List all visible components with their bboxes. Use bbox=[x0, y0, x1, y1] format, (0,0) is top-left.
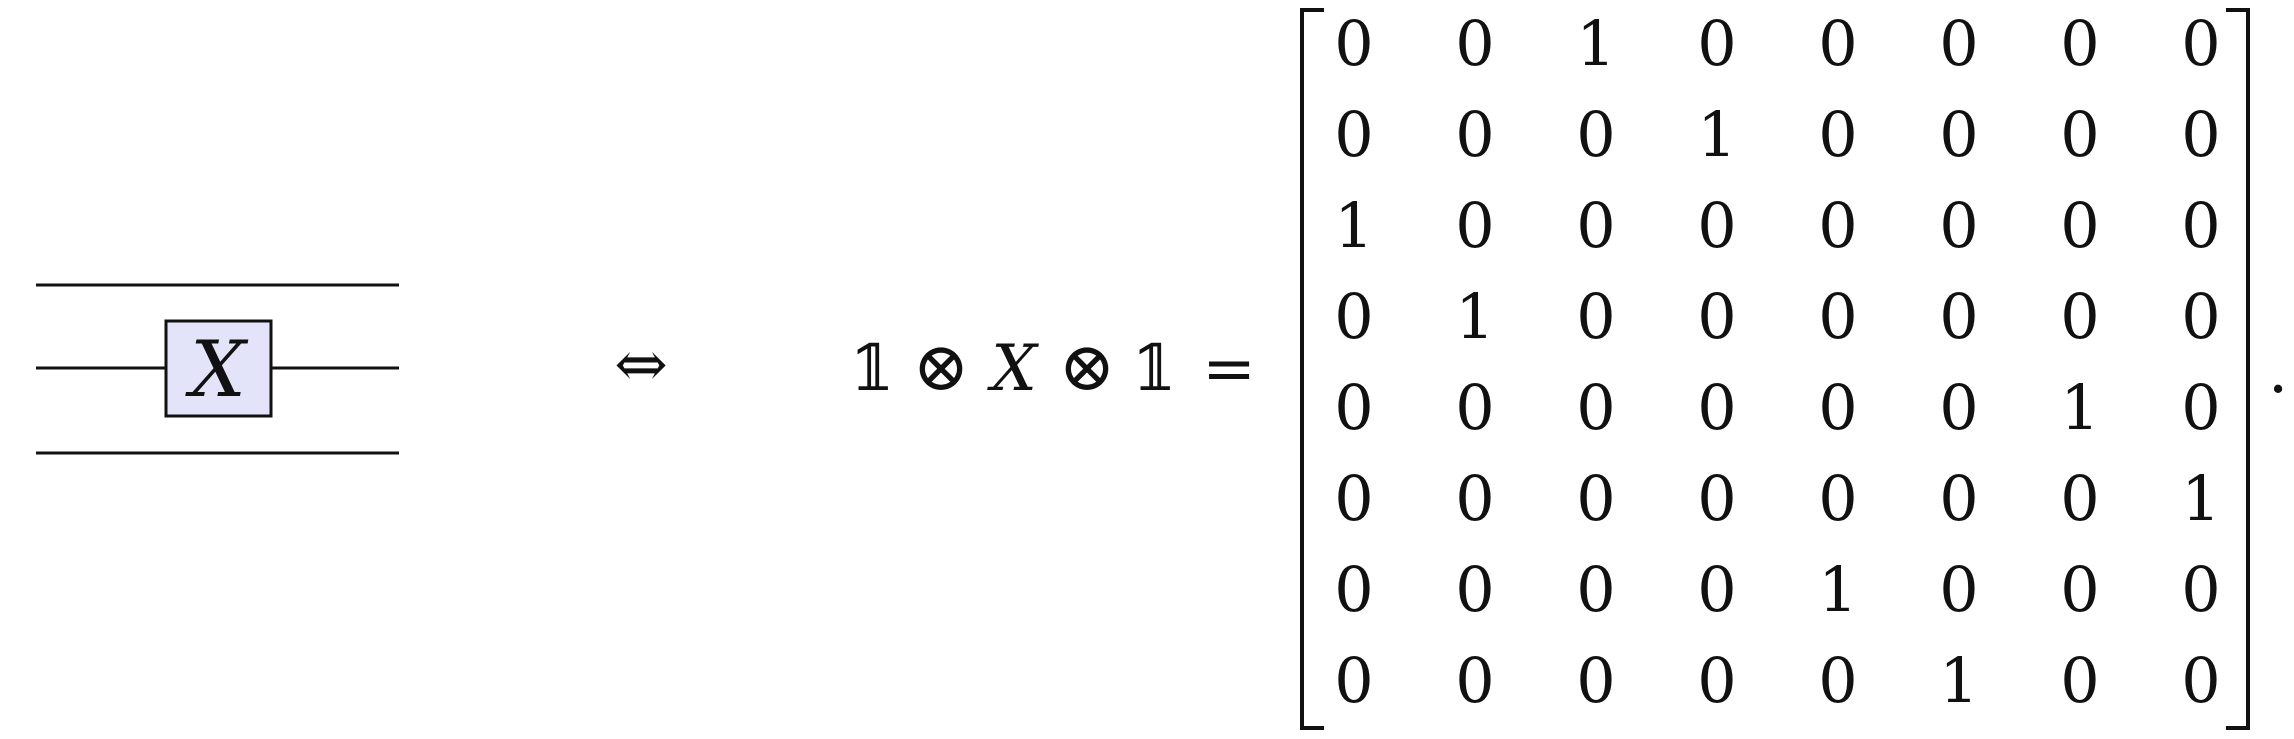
matrix-cell: 0 bbox=[2060, 98, 2099, 171]
matrix-cell: 0 bbox=[2181, 189, 2220, 262]
matrix-cell: 0 bbox=[1939, 462, 1978, 535]
matrix-cell: 0 bbox=[1939, 189, 1978, 262]
matrix-cell: 1 bbox=[2181, 462, 2220, 535]
matrix-left-bracket bbox=[1300, 8, 1324, 730]
matrix-cell: 0 bbox=[1334, 7, 1373, 80]
tensor-expression: 𝟙 ⊗ X ⊗ 𝟙 = bbox=[850, 328, 1256, 407]
matrix-cell: 0 bbox=[1697, 7, 1736, 80]
matrix-cell: 0 bbox=[1455, 553, 1494, 626]
matrix-cell: 0 bbox=[1818, 280, 1857, 353]
permutation-matrix: 0 0 1 0 0 0 0 0 0 0 0 1 0 0 0 0 1 0 0 0 0 0 0 0 0 1 0 0 0 0 0 0 0 0 0 0 0 0 1 0… bbox=[1300, 7, 2250, 730]
matrix-cell: 0 bbox=[2181, 98, 2220, 171]
middle-operator-x: X bbox=[986, 332, 1039, 406]
matrix-cell: 0 bbox=[2181, 371, 2220, 444]
matrix-cell: 0 bbox=[2181, 7, 2220, 80]
matrix-cell: 0 bbox=[1334, 462, 1373, 535]
matrix-cell: 0 bbox=[2181, 644, 2220, 717]
matrix-cell: 0 bbox=[1818, 7, 1857, 80]
matrix-cell: 0 bbox=[1939, 7, 1978, 80]
matrix-cell: 0 bbox=[2060, 644, 2099, 717]
matrix-right-bracket bbox=[2226, 8, 2250, 730]
matrix-cell: 0 bbox=[1697, 371, 1736, 444]
matrix-cell: 0 bbox=[2181, 553, 2220, 626]
matrix-cell: 0 bbox=[1697, 280, 1736, 353]
matrix-cell: 0 bbox=[1818, 644, 1857, 717]
matrix-cell: 0 bbox=[1939, 280, 1978, 353]
matrix-cell: 0 bbox=[1939, 371, 1978, 444]
matrix-cell: 1 bbox=[1697, 98, 1736, 171]
matrix-cell: 0 bbox=[1818, 98, 1857, 171]
matrix-cell: 1 bbox=[1576, 7, 1615, 80]
matrix-cells: 0 0 1 0 0 0 0 0 0 0 0 1 0 0 0 0 1 0 0 0 0 0 0 0 0 1 0 0 0 0 0 0 0 0 0 0 0 0 1 0… bbox=[1334, 7, 2220, 717]
identity-symbol-right: 𝟙 bbox=[1132, 332, 1177, 406]
matrix-cell: 0 bbox=[2060, 280, 2099, 353]
matrix-cell: 0 bbox=[1455, 462, 1494, 535]
matrix-cell: 0 bbox=[1576, 98, 1615, 171]
matrix-cell: 0 bbox=[1334, 98, 1373, 171]
matrix-cell: 0 bbox=[1576, 462, 1615, 535]
matrix-cell: 0 bbox=[2060, 7, 2099, 80]
matrix-cell: 1 bbox=[1939, 644, 1978, 717]
matrix-cell: 0 bbox=[1576, 189, 1615, 262]
matrix-cell: 0 bbox=[1697, 644, 1736, 717]
matrix-cell: 0 bbox=[1455, 7, 1494, 80]
matrix-cell: 0 bbox=[1334, 371, 1373, 444]
matrix-cell: 0 bbox=[1697, 462, 1736, 535]
matrix-cell: 0 bbox=[1334, 553, 1373, 626]
tensor-symbol-left: ⊗ bbox=[913, 328, 970, 407]
matrix-cell: 0 bbox=[2060, 462, 2099, 535]
tensor-symbol-right: ⊗ bbox=[1059, 328, 1116, 407]
matrix-cell: 0 bbox=[1334, 280, 1373, 353]
equivalence-arrow: ⇔ bbox=[614, 328, 668, 402]
matrix-cell: 0 bbox=[1576, 371, 1615, 444]
matrix-cell: 0 bbox=[1455, 98, 1494, 171]
matrix-cell: 1 bbox=[1818, 553, 1857, 626]
matrix-cell: 0 bbox=[1455, 371, 1494, 444]
x-gate-label: X bbox=[184, 325, 249, 415]
matrix-cell: 0 bbox=[2181, 280, 2220, 353]
matrix-cell: 0 bbox=[1697, 189, 1736, 262]
matrix-cell: 0 bbox=[1576, 644, 1615, 717]
identity-symbol-left: 𝟙 bbox=[850, 332, 895, 406]
matrix-cell: 0 bbox=[1697, 553, 1736, 626]
matrix-cell: 1 bbox=[2060, 371, 2099, 444]
matrix-cell: 0 bbox=[2060, 189, 2099, 262]
matrix-cell: 0 bbox=[1818, 189, 1857, 262]
matrix-cell: 0 bbox=[1576, 280, 1615, 353]
trailing-period: . bbox=[2268, 334, 2288, 408]
equals-sign: = bbox=[1202, 332, 1256, 406]
matrix-cell: 0 bbox=[2060, 553, 2099, 626]
matrix-cell: 0 bbox=[1576, 553, 1615, 626]
matrix-cell: 1 bbox=[1455, 280, 1494, 353]
matrix-cell: 0 bbox=[1939, 553, 1978, 626]
matrix-cell: 0 bbox=[1818, 371, 1857, 444]
quantum-circuit: X bbox=[36, 283, 399, 455]
matrix-cell: 0 bbox=[1455, 189, 1494, 262]
matrix-cell: 0 bbox=[1818, 462, 1857, 535]
matrix-cell: 0 bbox=[1334, 644, 1373, 717]
matrix-cell: 1 bbox=[1334, 189, 1373, 262]
x-gate-box bbox=[164, 319, 273, 418]
matrix-cell: 0 bbox=[1939, 98, 1978, 171]
matrix-cell: 0 bbox=[1455, 644, 1494, 717]
